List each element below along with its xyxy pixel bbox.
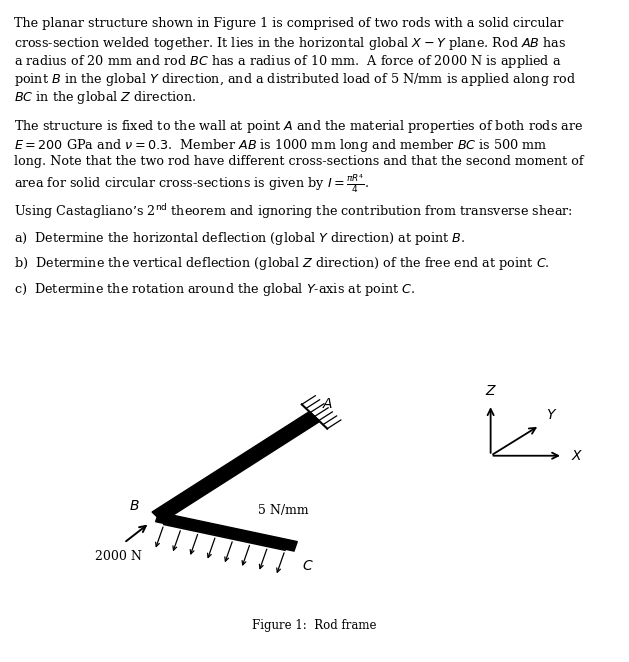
Text: The planar structure shown in Figure 1 is comprised of two rods with a solid cir: The planar structure shown in Figure 1 i…	[14, 17, 563, 30]
Text: a)  Determine the horizontal deflection (global $Y$ direction) at point $B$.: a) Determine the horizontal deflection (…	[14, 230, 465, 246]
Text: 2000 N: 2000 N	[96, 550, 142, 563]
Text: $E = 200$ GPa and $\nu = 0.3$.  Member $AB$ is 1000 mm long and member $BC$ is 5: $E = 200$ GPa and $\nu = 0.3$. Member $A…	[14, 136, 547, 154]
Text: $B$: $B$	[129, 499, 140, 513]
Text: $Y$: $Y$	[546, 408, 557, 422]
Text: $BC$ in the global $Z$ direction.: $BC$ in the global $Z$ direction.	[14, 89, 196, 107]
Text: 5 N/mm: 5 N/mm	[258, 504, 308, 517]
Polygon shape	[152, 412, 320, 522]
Text: $C$: $C$	[302, 559, 314, 573]
Text: long. Note that the two rod have different cross-sections and that the second mo: long. Note that the two rod have differe…	[14, 155, 584, 168]
Text: $A$: $A$	[322, 397, 333, 410]
Text: cross-section welded together. It lies in the horizontal global $X - Y$ plane. R: cross-section welded together. It lies i…	[14, 34, 566, 52]
Text: area for solid circular cross-sections is given by $I = \frac{\pi R^4}{4}$.: area for solid circular cross-sections i…	[14, 173, 369, 195]
Text: Figure 1:  Rod frame: Figure 1: Rod frame	[252, 619, 377, 632]
Text: b)  Determine the vertical deflection (global $Z$ direction) of the free end at : b) Determine the vertical deflection (gl…	[14, 255, 550, 272]
Text: $Z$: $Z$	[484, 384, 497, 398]
Text: $X$: $X$	[571, 449, 584, 463]
Text: point $B$ in the global $Y$ direction, and a distributed load of 5 N/mm is appli: point $B$ in the global $Y$ direction, a…	[14, 71, 576, 88]
Text: c)  Determine the rotation around the global $Y$-axis at point $C$.: c) Determine the rotation around the glo…	[14, 281, 415, 297]
Text: The structure is fixed to the wall at point $A$ and the material properties of b: The structure is fixed to the wall at po…	[14, 118, 583, 136]
Polygon shape	[155, 512, 298, 551]
Text: Using Castagliano’s 2$^\mathrm{nd}$ theorem and ignoring the contribution from t: Using Castagliano’s 2$^\mathrm{nd}$ theo…	[14, 202, 573, 221]
Text: a radius of 20 mm and rod $BC$ has a radius of 10 mm.  A force of 2000 N is appl: a radius of 20 mm and rod $BC$ has a rad…	[14, 53, 561, 70]
